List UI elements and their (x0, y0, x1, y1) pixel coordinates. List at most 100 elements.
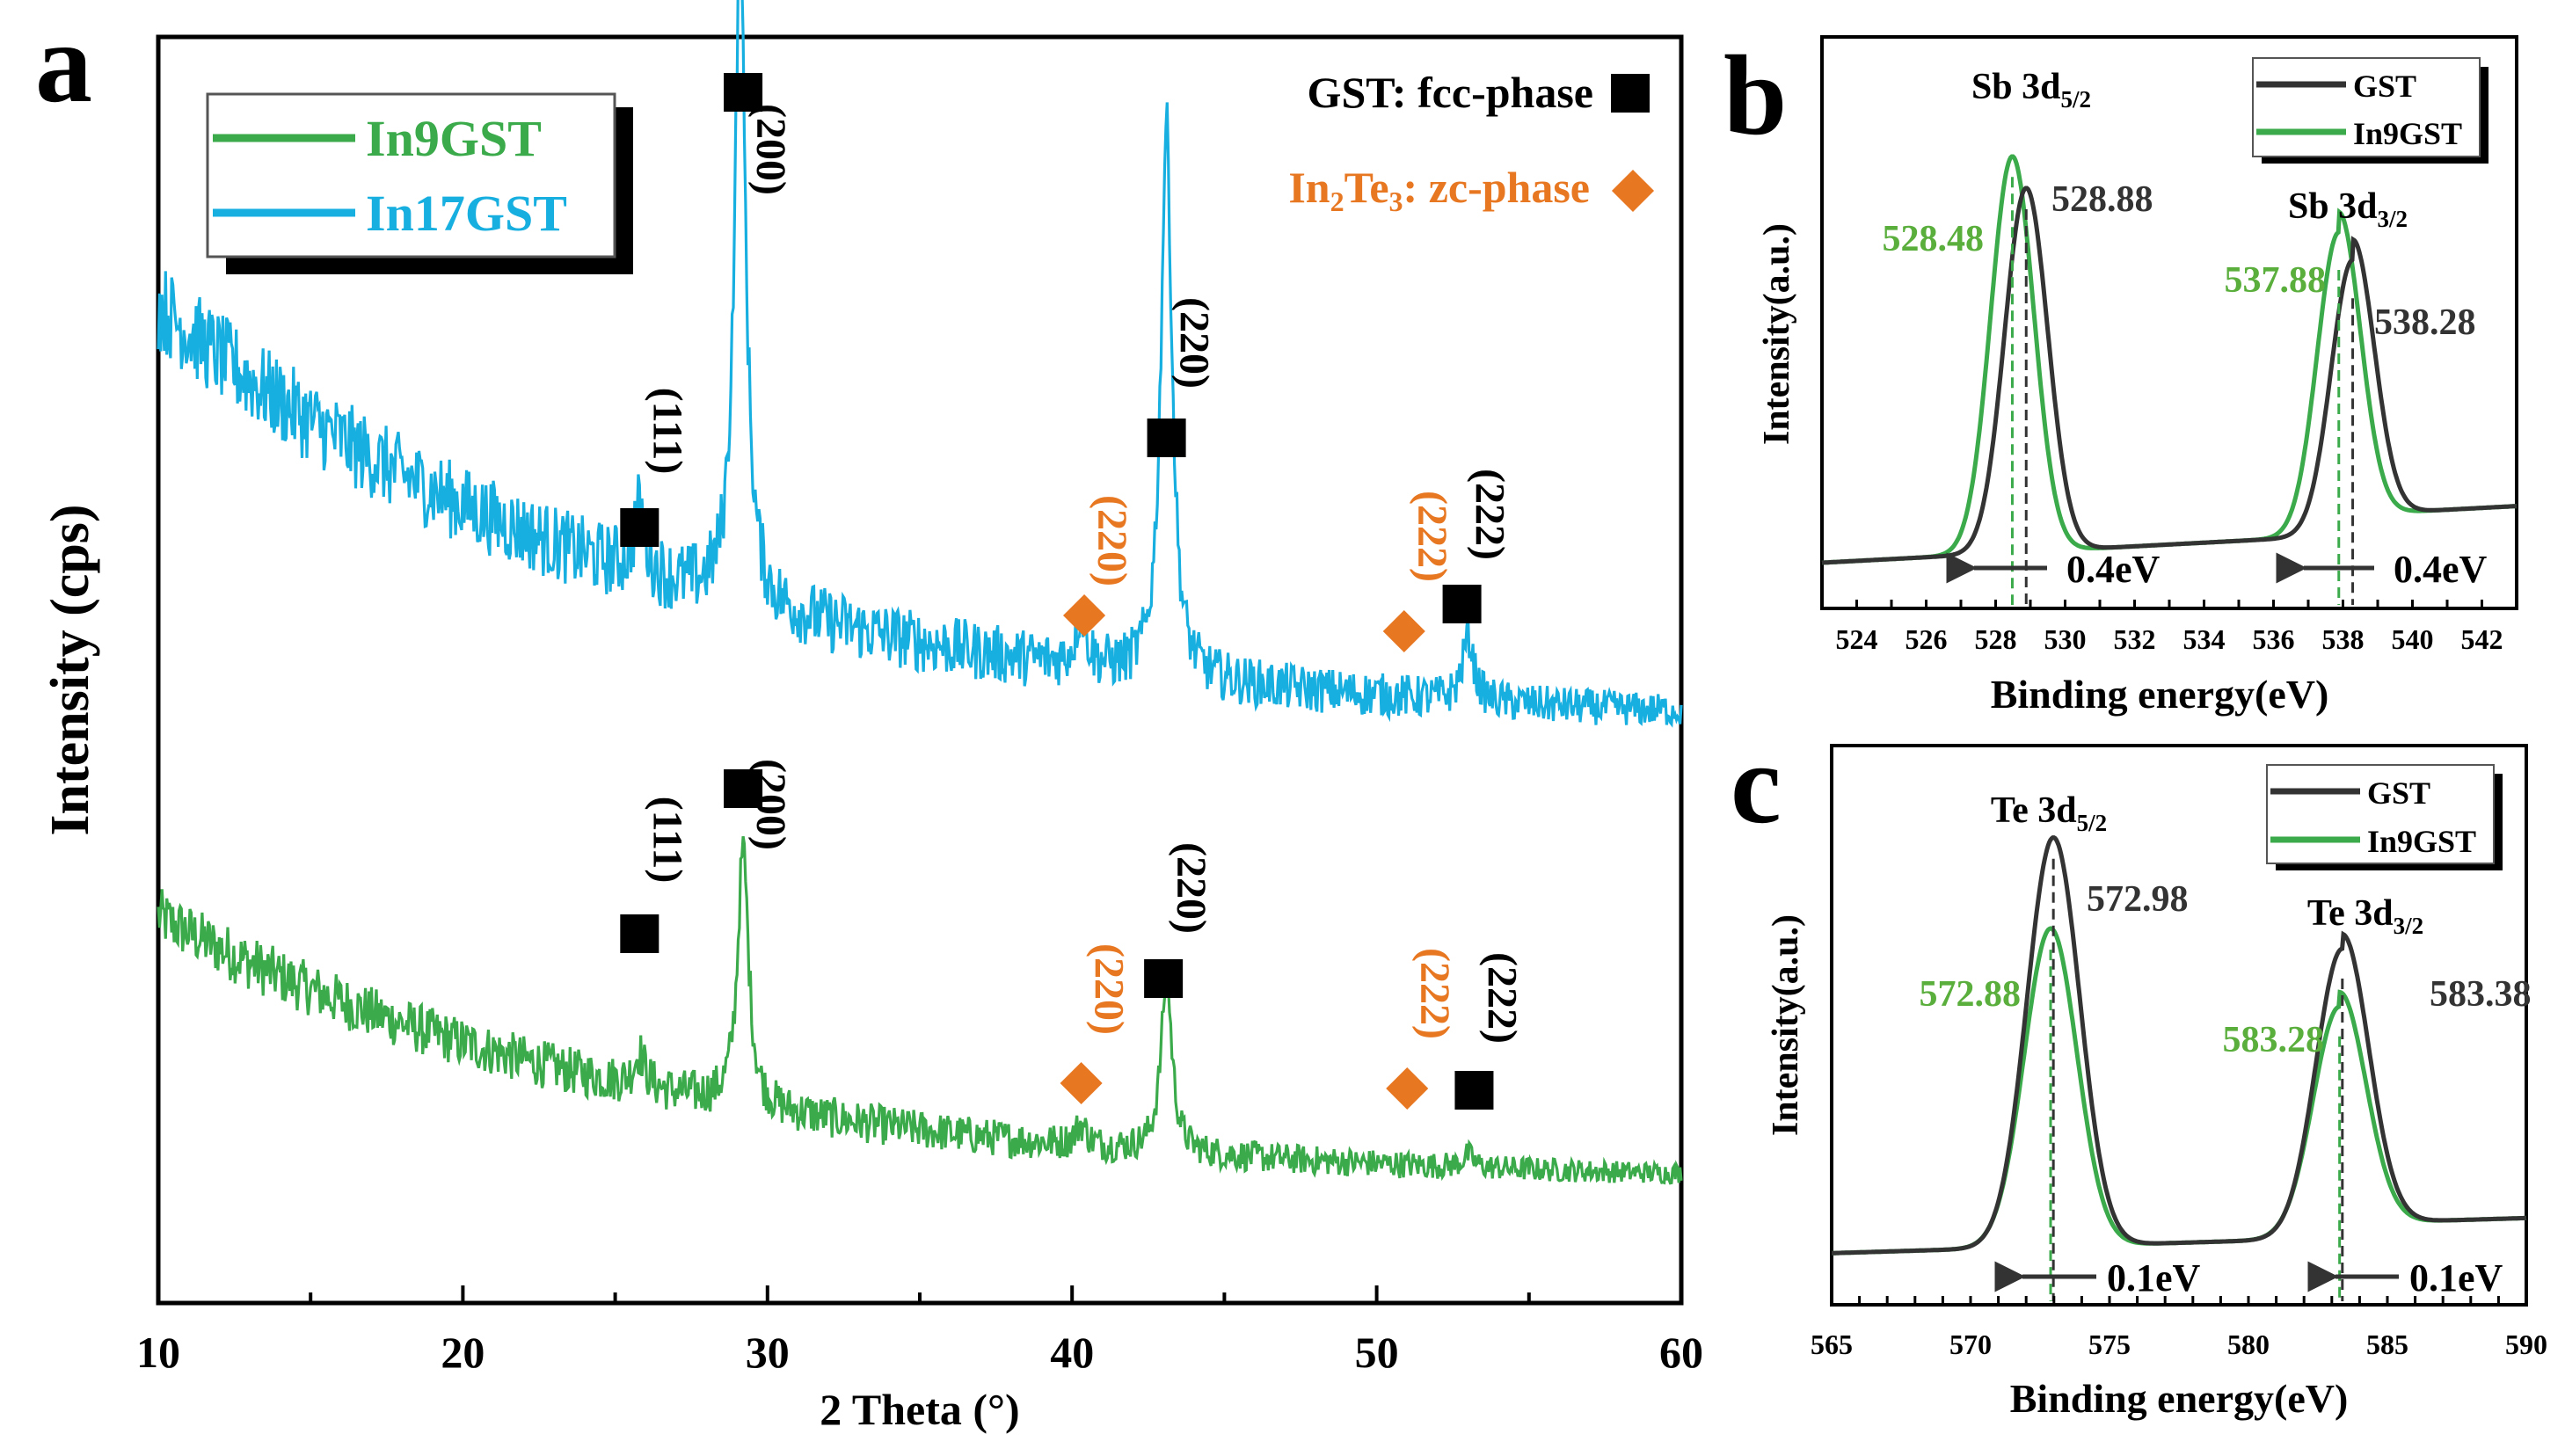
fcc-peak-marker (1144, 959, 1184, 998)
panel-c-peak-name-2: Te 3d3/2 (2307, 893, 2423, 939)
panel-c-y-axis-label: Intensity(a.u.) (1766, 914, 1806, 1136)
panel-a-tick-label: 30 (746, 1328, 790, 1377)
legend-label-in17gst: In17GST (366, 185, 567, 242)
fcc-peak-marker (1454, 1071, 1494, 1110)
xps-tick-label: 536 (2253, 623, 2295, 655)
legend-label-gst-c: GST (2367, 775, 2430, 811)
panel-b-annotations: 528.48 528.88 537.88 538.28 0.4eV 0.4eV (1883, 179, 2488, 591)
panel-c-x-axis-label: Binding energy(eV) (2010, 1376, 2349, 1421)
panel-b-letter: b (1723, 33, 1787, 159)
fcc-peak-marker (620, 914, 659, 953)
peak-label-text: (200) (747, 104, 794, 195)
xps-tick-label: 580 (2227, 1329, 2270, 1360)
xps-tick-label: 585 (2366, 1329, 2408, 1360)
phase-legend-gst-label: GST: fcc-phase (1308, 68, 1593, 117)
xps-curve-in9gst (1821, 154, 2518, 565)
xrd-curve-in9gst (157, 835, 1683, 1185)
zc-peak-marker (1386, 1067, 1429, 1110)
zc-peak-marker (1060, 1061, 1103, 1105)
phase-legend-in2te3-label: In2Te3: zc-phase (1288, 163, 1590, 217)
peak-value-label: 583.28 (2223, 1020, 2325, 1060)
xps-tick-label: 524 (1836, 623, 1878, 655)
panel-a-tick-label: 50 (1355, 1328, 1399, 1377)
xps-tick-label: 565 (1811, 1329, 1853, 1360)
panel-b-legend: GST In9GST (2252, 57, 2488, 164)
panel-b-legend-box (2252, 57, 2481, 157)
peak-value-label: 528.48 (1883, 219, 1985, 259)
peak-value-label: 528.88 (2051, 179, 2153, 220)
panel-a-tick-label: 20 (441, 1328, 485, 1377)
panel-a-y-axis-label: Intensity (cps) (40, 504, 100, 835)
fcc-peak-marker (724, 73, 763, 112)
shift-value-label: 0.4eV (2394, 548, 2488, 591)
shift-value-label: 0.4eV (2066, 548, 2161, 591)
panel-a-x-ticks: 10 20 30 40 50 60 (136, 1285, 1703, 1377)
xps-curve-gst (1821, 186, 2518, 565)
panel-b-peak-name-2: Sb 3d3/2 (2288, 186, 2408, 232)
fcc-peak-marker (724, 769, 763, 808)
xps-tick-label: 534 (2183, 623, 2226, 655)
zc-phase-diamond-icon (1611, 169, 1655, 213)
panel-a-letter: a (35, 0, 92, 127)
xps-tick-label: 528 (1975, 623, 2017, 655)
panel-a-x-axis-label: 2 Theta (°) (820, 1385, 1019, 1434)
peak-label-text: (222) (1409, 491, 1455, 582)
panel-b-x-axis-label: Binding energy(eV) (1991, 672, 2329, 717)
panel-b-x-ticks: 524 526 528 530 532 534 536 538 540 542 (1820, 600, 2518, 655)
xps-tick-label: 540 (2392, 623, 2434, 655)
peak-label-text: (220) (1168, 842, 1214, 934)
shift-value-label: 0.1eV (2409, 1256, 2503, 1299)
xps-tick-label: 575 (2088, 1329, 2131, 1360)
panel-a-tick-label: 40 (1050, 1328, 1094, 1377)
panel-a-curves (157, 0, 1683, 1185)
peak-value-label: 538.28 (2374, 302, 2476, 343)
panel-c-curves (1832, 835, 2527, 1301)
xps-tick-label: 570 (1949, 1329, 1992, 1360)
xps-tick-label: 530 (2044, 623, 2087, 655)
peak-label-text: (111) (644, 797, 690, 884)
panel-c-peak-name-1: Te 3d5/2 (1991, 790, 2107, 836)
panel-c-frame (1830, 744, 2528, 1307)
xps-tick-label: 538 (2322, 623, 2365, 655)
peak-value-label: 572.98 (2087, 879, 2189, 920)
peak-label-text: (220) (1086, 943, 1133, 1035)
panel-a: a 10 20 30 40 50 60 (111) (200) (220) (220) (222)… (35, 0, 1703, 1434)
panel-c-x-ticks: 565 570 575 580 585 590 (1811, 1296, 2547, 1360)
xps-curve-gst (1832, 835, 2527, 1256)
xps-tick-label: 542 (2461, 623, 2503, 655)
panel-a-legend: In9GST In17GST (206, 92, 633, 274)
xps-tick-label: 532 (2114, 623, 2156, 655)
peak-label-text: (111) (644, 388, 690, 475)
peak-value-label: 537.88 (2225, 260, 2327, 301)
peak-value-label: 583.38 (2430, 974, 2532, 1015)
peak-label-text: (220) (1171, 297, 1218, 389)
peak-value-label: 572.88 (1920, 974, 2022, 1015)
panel-c-annotations: 572.98 572.88 583.38 583.28 0.1eV 0.1eV (1920, 879, 2532, 1299)
panel-a-phase-legend: GST: fcc-phase In2Te3: zc-phase (1288, 68, 1655, 217)
shift-value-label: 0.1eV (2107, 1256, 2201, 1299)
panel-a-peak-labels: (111) (200) (220) (220) (222) (222) (111) (200)… (620, 73, 1525, 1110)
peak-label-text: (222) (1467, 469, 1513, 560)
legend-label-in9gst-b: In9GST (2353, 116, 2462, 151)
legend-label-in9gst: In9GST (366, 110, 542, 167)
panel-a-tick-label: 60 (1659, 1328, 1703, 1377)
peak-label-text: (220) (1089, 495, 1135, 586)
legend-label-in9gst-c: In9GST (2367, 824, 2476, 859)
panel-b: b 524 526 528 530 532 534 536 538 540 542 528.485… (1723, 33, 2518, 717)
panel-a-legend-box (206, 92, 616, 258)
xrd-curve-in17gst (157, 0, 1683, 728)
panel-c-legend-box (2266, 764, 2495, 864)
fcc-peak-marker (1442, 585, 1482, 623)
zc-peak-marker (1063, 593, 1106, 637)
fcc-phase-square-icon (1611, 74, 1650, 113)
panel-c-legend: GST In9GST (2266, 764, 2503, 870)
fcc-peak-marker (1147, 419, 1186, 457)
peak-label-text: (222) (1411, 948, 1458, 1039)
peak-label-text: (200) (747, 759, 794, 850)
panel-b-peak-name-1: Sb 3d5/2 (1971, 67, 2091, 113)
legend-label-gst-b: GST (2353, 69, 2416, 104)
xps-tick-label: 526 (1906, 623, 1948, 655)
peak-label-text: (222) (1478, 952, 1525, 1044)
